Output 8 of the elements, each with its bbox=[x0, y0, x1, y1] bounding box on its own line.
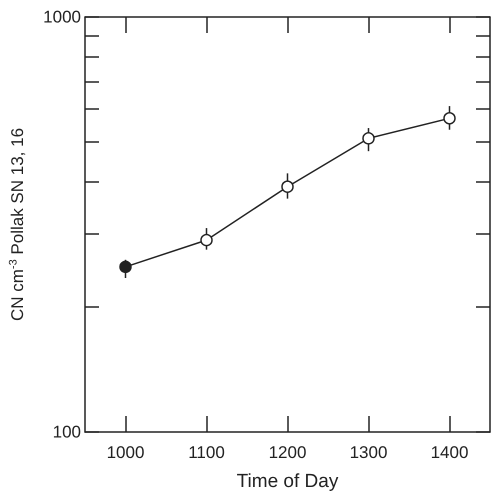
x-tick-label: 1100 bbox=[188, 443, 225, 462]
x-axis-title: Time of Day bbox=[236, 471, 339, 492]
y-tick-label: 100 bbox=[52, 422, 81, 442]
x-tick-label: 1200 bbox=[268, 443, 306, 462]
x-tick-label: 1000 bbox=[106, 443, 144, 462]
x-tick-label: 1300 bbox=[350, 443, 388, 462]
x-tick-label: 1400 bbox=[430, 443, 468, 462]
y-axis-title: CN cm-3 Pollak SN 13, 16 bbox=[8, 128, 27, 322]
